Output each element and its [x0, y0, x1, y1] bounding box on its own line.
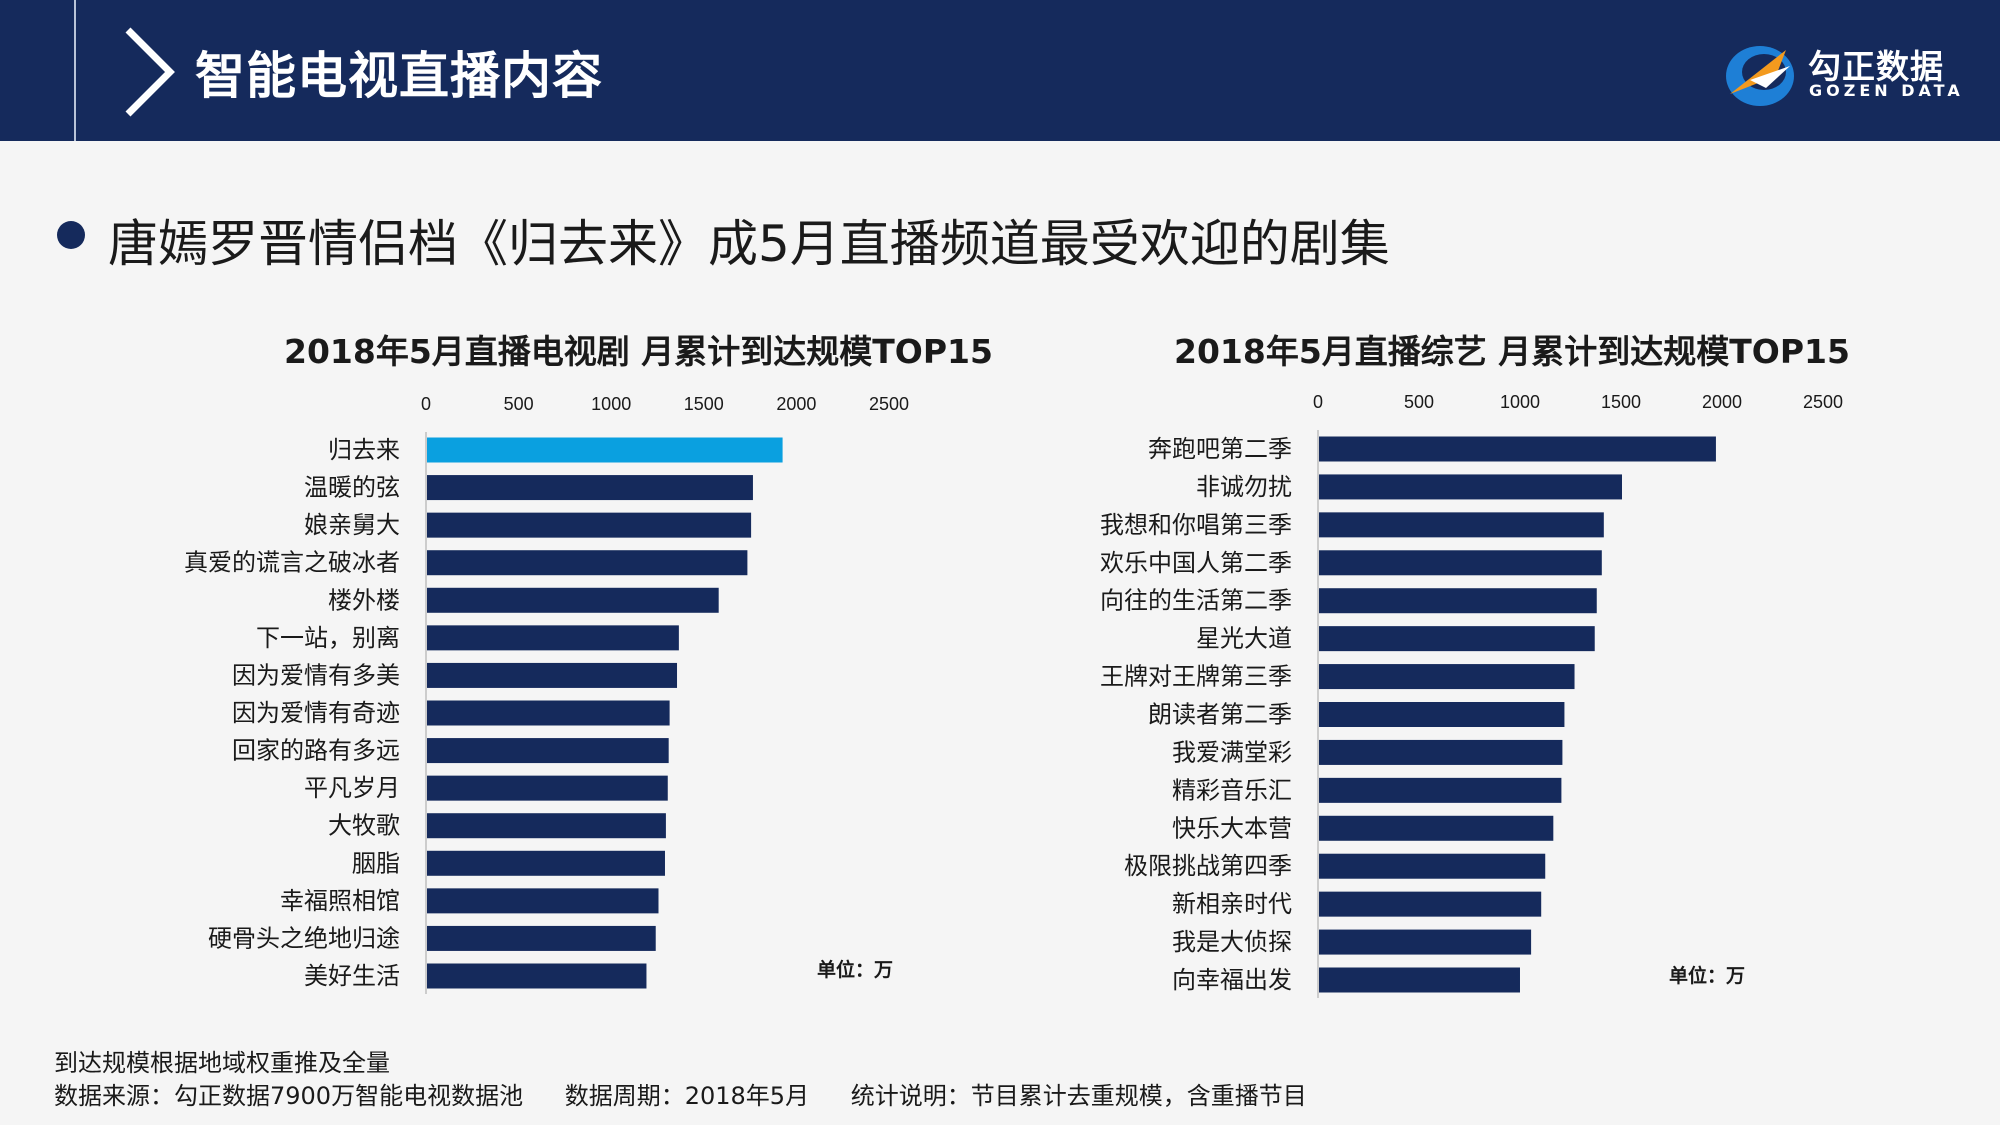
bar: [1319, 967, 1520, 993]
tick-label: 1500: [1601, 392, 1641, 412]
category-label: 欢乐中国人第二季: [1100, 549, 1292, 577]
category-label: 下一站，别离: [256, 624, 400, 652]
bar: [1319, 512, 1604, 538]
bullet-dot: [57, 221, 85, 249]
page-title: 智能电视直播内容: [195, 47, 603, 105]
tick-label: 2500: [869, 394, 909, 414]
header-bar: 智能电视直播内容 勾正数据 GOZEN DATA: [0, 0, 2000, 141]
bar: [1319, 626, 1595, 652]
category-label: 快乐大本营: [1172, 814, 1292, 842]
category-label: 归去来: [328, 436, 400, 464]
category-label: 温暖的弦: [304, 474, 400, 502]
bar: [1319, 588, 1597, 614]
bar: [1319, 739, 1563, 765]
chevron-right-icon: [125, 27, 175, 117]
category-label: 星光大道: [1196, 625, 1292, 653]
tick-label: 2000: [1702, 392, 1742, 412]
headline: 唐嫣罗晋情侣档《归去来》成5月直播频道最受欢迎的剧集: [108, 215, 1390, 273]
category-label: 奔跑吧第二季: [1148, 435, 1292, 463]
tick-label: 2000: [776, 394, 816, 414]
category-label: 平凡岁月: [304, 774, 400, 802]
footnote-stat: 统计说明：节目累计去重规模，含重播节目: [850, 1082, 1307, 1110]
bar: [427, 437, 783, 463]
logo-mark-icon: [1726, 46, 1794, 106]
category-label: 我想和你唱第三季: [1100, 511, 1292, 539]
bar: [1319, 436, 1716, 462]
category-label: 向幸福出发: [1172, 966, 1292, 994]
tick-label: 1000: [591, 394, 631, 414]
tick-label: 0: [1313, 392, 1323, 412]
category-label: 真爱的谎言之破冰者: [184, 549, 400, 577]
category-label: 王牌对王牌第三季: [1100, 663, 1292, 691]
category-label: 我是大侦探: [1172, 928, 1292, 956]
bar: [427, 512, 752, 538]
footnote-weighting: 到达规模根据地域权重推及全量: [54, 1049, 390, 1077]
bar: [1319, 929, 1532, 955]
chart-title-drama: 2018年5月直播电视剧 月累计到达规模TOP15: [284, 332, 993, 371]
category-label: 美好生活: [304, 962, 400, 990]
bar: [1319, 664, 1575, 690]
bar: [427, 925, 656, 951]
bar: [427, 850, 665, 876]
category-label: 娘亲舅大: [304, 511, 400, 539]
bar: [1319, 815, 1554, 841]
bar: [1319, 550, 1602, 576]
logo-text-en: GOZEN DATA: [1809, 81, 1964, 100]
footnote-period: 数据周期：2018年5月: [564, 1082, 810, 1110]
tick-label: 500: [504, 394, 534, 414]
bar: [1319, 777, 1562, 803]
bar: [427, 587, 719, 613]
category-label: 胭脂: [352, 849, 400, 877]
category-label: 因为爱情有奇迹: [232, 699, 400, 727]
bar: [1319, 853, 1546, 879]
bar: [1319, 702, 1565, 727]
bar: [427, 475, 753, 501]
bar: [1319, 474, 1622, 500]
category-label: 朗读者第二季: [1148, 701, 1292, 729]
category-label: 楼外楼: [328, 586, 400, 614]
bar: [427, 662, 678, 688]
tick-label: 2500: [1803, 392, 1843, 412]
bar: [427, 813, 666, 839]
category-label: 幸福照相馆: [280, 887, 400, 915]
bar: [1319, 891, 1542, 917]
brand-logo: 勾正数据 GOZEN DATA: [1720, 36, 1970, 112]
logo-text-cn: 勾正数据: [1808, 47, 1944, 86]
bar: [427, 738, 669, 764]
category-label: 精彩音乐汇: [1172, 776, 1292, 804]
chart-title-variety: 2018年5月直播综艺 月累计到达规模TOP15: [1174, 332, 1850, 371]
footnote-source: 数据来源：勾正数据7900万智能电视数据池: [54, 1082, 524, 1110]
category-label: 极限挑战第四季: [1124, 852, 1292, 880]
category-label: 硬骨头之绝地归途: [208, 924, 400, 952]
category-label: 因为爱情有多美: [232, 661, 400, 689]
tick-label: 500: [1404, 392, 1434, 412]
category-label: 新相亲时代: [1172, 890, 1292, 918]
tick-label: 0: [421, 394, 431, 414]
category-label: 大牧歌: [328, 812, 400, 840]
category-label: 向往的生活第二季: [1100, 587, 1292, 615]
unit-label-variety: 单位：万: [1669, 965, 1746, 987]
bar: [427, 700, 670, 726]
bar: [427, 888, 659, 914]
footnote-meta: 数据来源：勾正数据7900万智能电视数据池 数据周期：2018年5月 统计说明：…: [54, 1076, 1307, 1111]
category-label: 非诚勿扰: [1196, 473, 1292, 501]
bar: [427, 775, 668, 801]
unit-label-drama: 单位：万: [817, 959, 894, 981]
tick-label: 1000: [1500, 392, 1540, 412]
bar: [427, 963, 647, 989]
tick-label: 1500: [684, 394, 724, 414]
header-divider: [74, 0, 76, 141]
bar: [427, 625, 679, 651]
category-label: 回家的路有多远: [232, 737, 400, 765]
bar: [427, 550, 748, 576]
category-label: 我爱满堂彩: [1172, 738, 1292, 766]
